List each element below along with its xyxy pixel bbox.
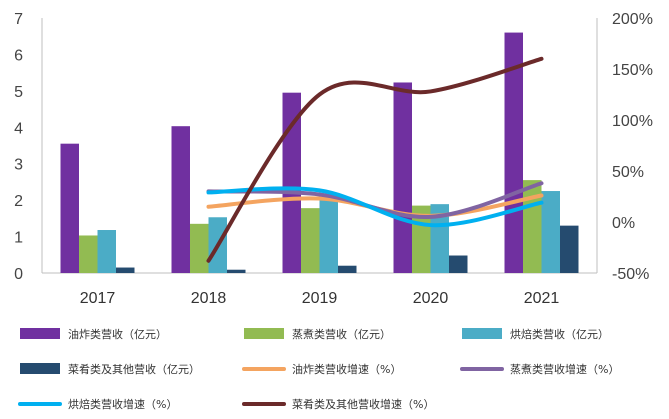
bar: [319, 198, 338, 273]
bar: [338, 265, 357, 273]
legend-swatch: [20, 363, 60, 374]
bar: [301, 208, 320, 273]
bar: [227, 269, 246, 273]
bar: [430, 204, 449, 273]
y-right-tick-label: 50%: [612, 164, 644, 181]
legend-swatch: [20, 328, 60, 339]
bar: [60, 143, 79, 273]
y-right-tick-label: 200%: [612, 11, 653, 28]
legend: 油炸类营收（亿元） 蒸煮类营收（亿元） 烘焙类营收（亿元） 菜肴类及其他营收（亿元） 油…: [18, 327, 619, 411]
x-tick-label: 2017: [80, 290, 116, 307]
bar: [282, 92, 301, 273]
y-right-tick-label: 0%: [612, 215, 635, 232]
legend-label: 油炸类营收增速（%）: [292, 362, 401, 376]
bar: [116, 267, 135, 273]
x-tick-label: 2019: [302, 290, 338, 307]
y-left-tick-label: 0: [14, 266, 23, 283]
y-left-tick-label: 1: [14, 230, 23, 247]
tick-labels: 0 1 2 3 4 5 6 7 -50% 0% 50% 100% 150% 200% 2017 2018 201…: [14, 11, 653, 307]
bar: [560, 225, 579, 273]
bar-group: [60, 32, 579, 274]
x-tick-label: 2020: [413, 290, 449, 307]
legend-label: 蒸煮类营收增速（%）: [510, 362, 619, 376]
y-left-tick-label: 4: [14, 120, 23, 137]
legend-label: 菜肴类及其他营收（亿元）: [68, 362, 200, 376]
bar: [97, 230, 116, 273]
bar: [79, 235, 98, 273]
y-left-tick-label: 3: [14, 157, 23, 174]
bar: [190, 223, 209, 273]
bar: [541, 191, 560, 273]
y-left-tick-label: 2: [14, 193, 23, 210]
x-tick-label: 2018: [191, 290, 227, 307]
y-right-tick-label: -50%: [612, 266, 649, 283]
legend-label: 油炸类营收（亿元）: [68, 327, 167, 341]
y-left-tick-label: 6: [14, 47, 23, 64]
y-left-tick-label: 7: [14, 11, 23, 28]
legend-label: 菜肴类及其他营收增速（%）: [292, 397, 434, 411]
bar: [393, 82, 412, 273]
series-line: [206, 186, 544, 228]
legend-label: 烘焙类营收（亿元）: [510, 327, 609, 341]
y-left-tick-label: 5: [14, 84, 23, 101]
y-right-tick-label: 150%: [612, 62, 653, 79]
series-line: [206, 193, 544, 218]
legend-swatch: [244, 328, 284, 339]
line-group: [206, 56, 544, 263]
bar: [449, 255, 468, 273]
y-right-tick-label: 100%: [612, 113, 653, 130]
legend-label: 蒸煮类营收（亿元）: [292, 327, 391, 341]
bar: [171, 126, 190, 273]
legend-label: 烘焙类营收增速（%）: [68, 397, 177, 411]
series-line: [206, 56, 544, 263]
x-tick-label: 2021: [524, 290, 560, 307]
legend-swatch: [462, 328, 502, 339]
